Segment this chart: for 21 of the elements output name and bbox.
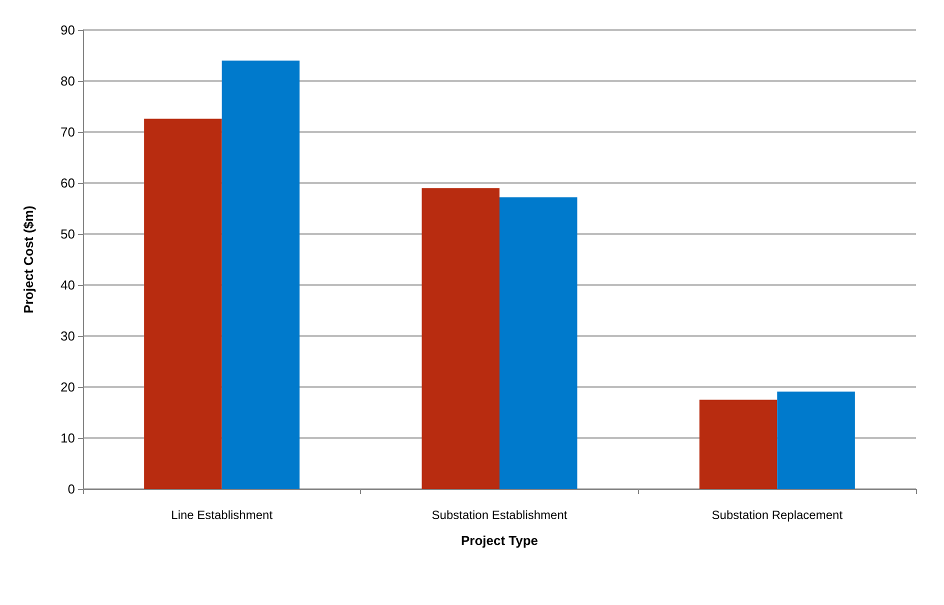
- bar: [422, 188, 500, 489]
- bar: [699, 400, 778, 489]
- x-tick-label: Substation Replacement: [712, 508, 844, 522]
- y-tick-label: 20: [60, 380, 75, 394]
- y-tick-label: 70: [60, 124, 75, 140]
- y-tick-label: 80: [60, 74, 75, 88]
- y-tick-label: 0: [68, 482, 75, 496]
- bar: [144, 118, 222, 489]
- y-tick-label: 50: [60, 226, 75, 242]
- bar: [500, 197, 578, 489]
- y-tick-label: 30: [60, 328, 75, 344]
- y-tick-label: 40: [60, 278, 75, 292]
- bar: [222, 60, 300, 489]
- y-tick-label: 60: [60, 176, 75, 190]
- y-tick-label: 90: [60, 22, 75, 38]
- bar: [777, 392, 855, 489]
- y-axis-title: Project Cost ($m): [21, 206, 36, 314]
- x-tick-label: Substation Establishment: [432, 508, 568, 522]
- y-tick-label: 10: [60, 430, 75, 446]
- x-tick-label: Line Establishment: [171, 508, 274, 522]
- x-axis-title: Project Type: [460, 533, 538, 548]
